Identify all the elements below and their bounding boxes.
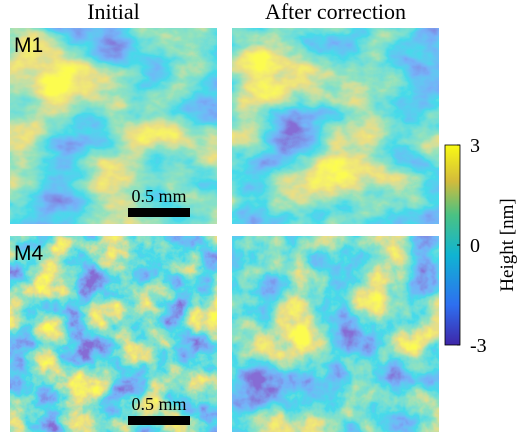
scale-bar bbox=[128, 416, 190, 425]
height-map bbox=[10, 236, 217, 432]
colorbar-tick-label: 0 bbox=[470, 235, 480, 257]
colorbar-tick-label: -3 bbox=[470, 335, 487, 357]
height-map bbox=[10, 28, 217, 224]
colorbar-label: Height [nm] bbox=[497, 198, 518, 291]
height-map bbox=[232, 28, 439, 224]
height-map bbox=[232, 236, 439, 432]
row-label: M4 bbox=[14, 242, 43, 265]
scale-bar-label: 0.5 mm bbox=[131, 186, 186, 206]
scale-bar bbox=[128, 208, 190, 217]
column-title: Initial bbox=[87, 0, 140, 24]
colorbar-tick-label: 3 bbox=[470, 135, 480, 157]
column-title: After correction bbox=[265, 0, 406, 24]
row-label: M1 bbox=[14, 34, 43, 57]
scale-bar-label: 0.5 mm bbox=[131, 394, 186, 414]
